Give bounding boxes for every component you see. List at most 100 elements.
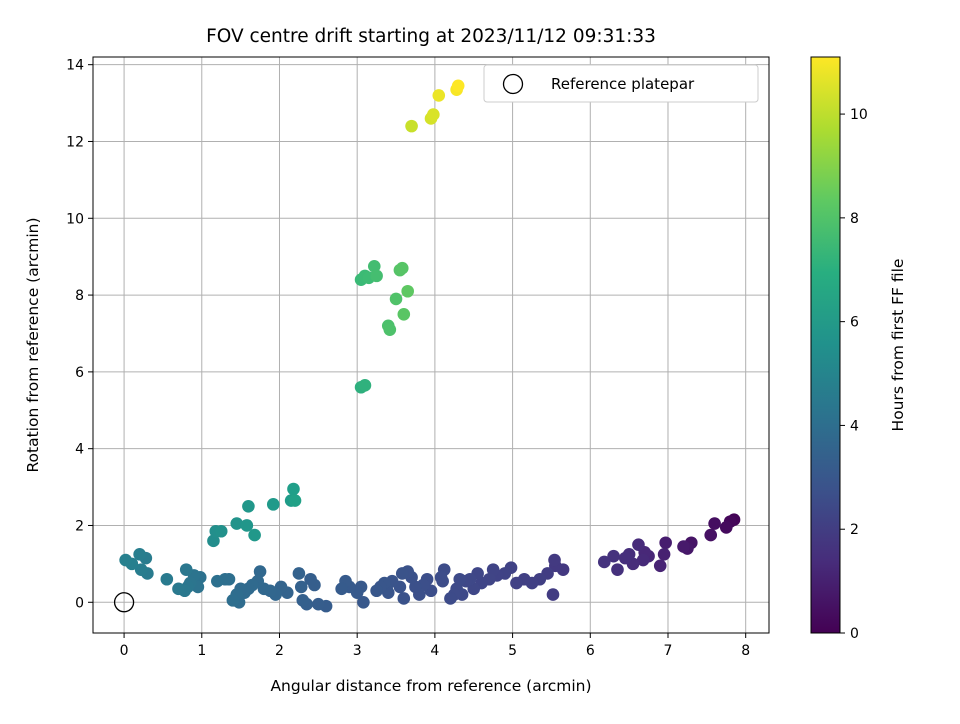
data-point: [395, 567, 409, 580]
chart-title: FOV centre drift starting at 2023/11/12 …: [206, 26, 656, 47]
data-point: [133, 547, 146, 561]
data-point: [397, 592, 411, 605]
data-point: [611, 563, 624, 576]
data-point: [287, 482, 300, 496]
data-point: [211, 574, 224, 588]
y-tick-label: 6: [75, 365, 84, 381]
data-point: [248, 528, 261, 542]
colorbar-tick-label: 0: [850, 626, 859, 642]
x-axis-label: Angular distance from reference (arcmin): [270, 677, 591, 695]
data-point: [294, 580, 308, 594]
y-tick-label: 14: [66, 58, 84, 74]
colorbar-gradient: [810, 56, 841, 634]
colorbar-tick-label: 2: [850, 522, 859, 538]
data-point: [253, 565, 267, 578]
data-point: [370, 269, 383, 283]
data-point: [358, 379, 372, 392]
colorbar-ticks: 0 2 4 6 8 10: [840, 107, 868, 642]
y-axis-label: Rotation from reference (arcmin): [24, 217, 42, 472]
data-point: [296, 594, 310, 607]
grid-lines: [93, 57, 769, 633]
data-point: [618, 551, 632, 565]
data-point: [597, 555, 611, 569]
data-point: [160, 572, 174, 586]
data-point: [677, 540, 690, 553]
legend-box: [483, 64, 759, 103]
y-axis-ticks: 0 2 4 6 8 10 12 14: [66, 58, 93, 611]
data-point: [719, 521, 733, 534]
data-point: [335, 582, 348, 596]
data-point: [451, 79, 465, 93]
data-point: [395, 261, 409, 275]
data-point: [292, 567, 306, 580]
x-tick-label: 4: [430, 643, 439, 659]
data-point: [409, 580, 422, 594]
x-tick-label: 3: [353, 643, 362, 659]
data-point: [453, 572, 467, 586]
y-tick-label: 0: [75, 595, 84, 611]
x-tick-label: 2: [275, 643, 284, 659]
data-point: [172, 582, 185, 596]
data-point: [226, 594, 240, 607]
data-point: [708, 517, 721, 530]
data-point: [405, 119, 418, 133]
data-point: [230, 517, 244, 530]
x-axis-ticks: 0 1 2 3 4 5 6 7 8: [120, 633, 750, 659]
x-tick-label: 7: [664, 643, 673, 659]
legend-marker: [502, 73, 524, 95]
data-point: [240, 519, 254, 532]
data-point: [357, 595, 370, 609]
data-point: [242, 499, 255, 513]
data-point: [546, 588, 560, 601]
data-point: [312, 597, 325, 611]
data-point: [432, 89, 446, 102]
x-tick-label: 6: [586, 643, 595, 659]
data-point: [266, 498, 280, 511]
y-tick-label: 12: [66, 134, 84, 150]
data-point: [510, 576, 523, 590]
legend: Reference platepar: [483, 64, 759, 103]
y-tick-label: 4: [75, 442, 84, 458]
data-point: [370, 584, 383, 598]
colorbar: 0 2 4 6 8 10 Hours from first FF file: [810, 56, 907, 642]
data-point: [207, 534, 220, 548]
data-point: [434, 571, 448, 584]
x-tick-label: 8: [741, 643, 750, 659]
data-point: [636, 553, 650, 567]
data-point: [653, 559, 667, 573]
colorbar-tick-label: 6: [850, 315, 859, 331]
data-point: [134, 563, 148, 576]
data-points: [119, 79, 741, 613]
data-point: [389, 292, 403, 306]
data-point: [401, 284, 414, 298]
x-tick-label: 0: [120, 643, 129, 659]
reference-point: [113, 592, 135, 613]
data-point: [304, 572, 317, 586]
colorbar-tick-label: 8: [850, 211, 859, 227]
data-point: [486, 563, 500, 576]
data-point: [397, 307, 411, 321]
data-point: [607, 549, 620, 563]
data-point: [119, 553, 132, 567]
data-point: [444, 592, 457, 605]
data-point: [367, 259, 381, 273]
x-tick-label: 5: [508, 643, 517, 659]
colorbar-label: Hours from first FF file: [889, 259, 907, 432]
colorbar-tick-label: 10: [850, 107, 868, 123]
legend-entry: Reference platepar: [551, 75, 695, 93]
data-point: [704, 528, 718, 542]
y-tick-label: 2: [75, 518, 84, 534]
y-tick-label: 10: [66, 211, 84, 227]
x-tick-label: 1: [197, 643, 206, 659]
data-point: [467, 582, 481, 596]
reference-marker: [113, 592, 135, 613]
data-point: [383, 323, 397, 336]
colorbar-tick-label: 4: [850, 418, 859, 434]
data-point: [288, 494, 302, 507]
data-point: [657, 547, 671, 561]
data-point: [179, 563, 193, 576]
data-point: [427, 108, 440, 121]
data-point: [632, 538, 645, 551]
y-tick-label: 8: [75, 288, 84, 304]
